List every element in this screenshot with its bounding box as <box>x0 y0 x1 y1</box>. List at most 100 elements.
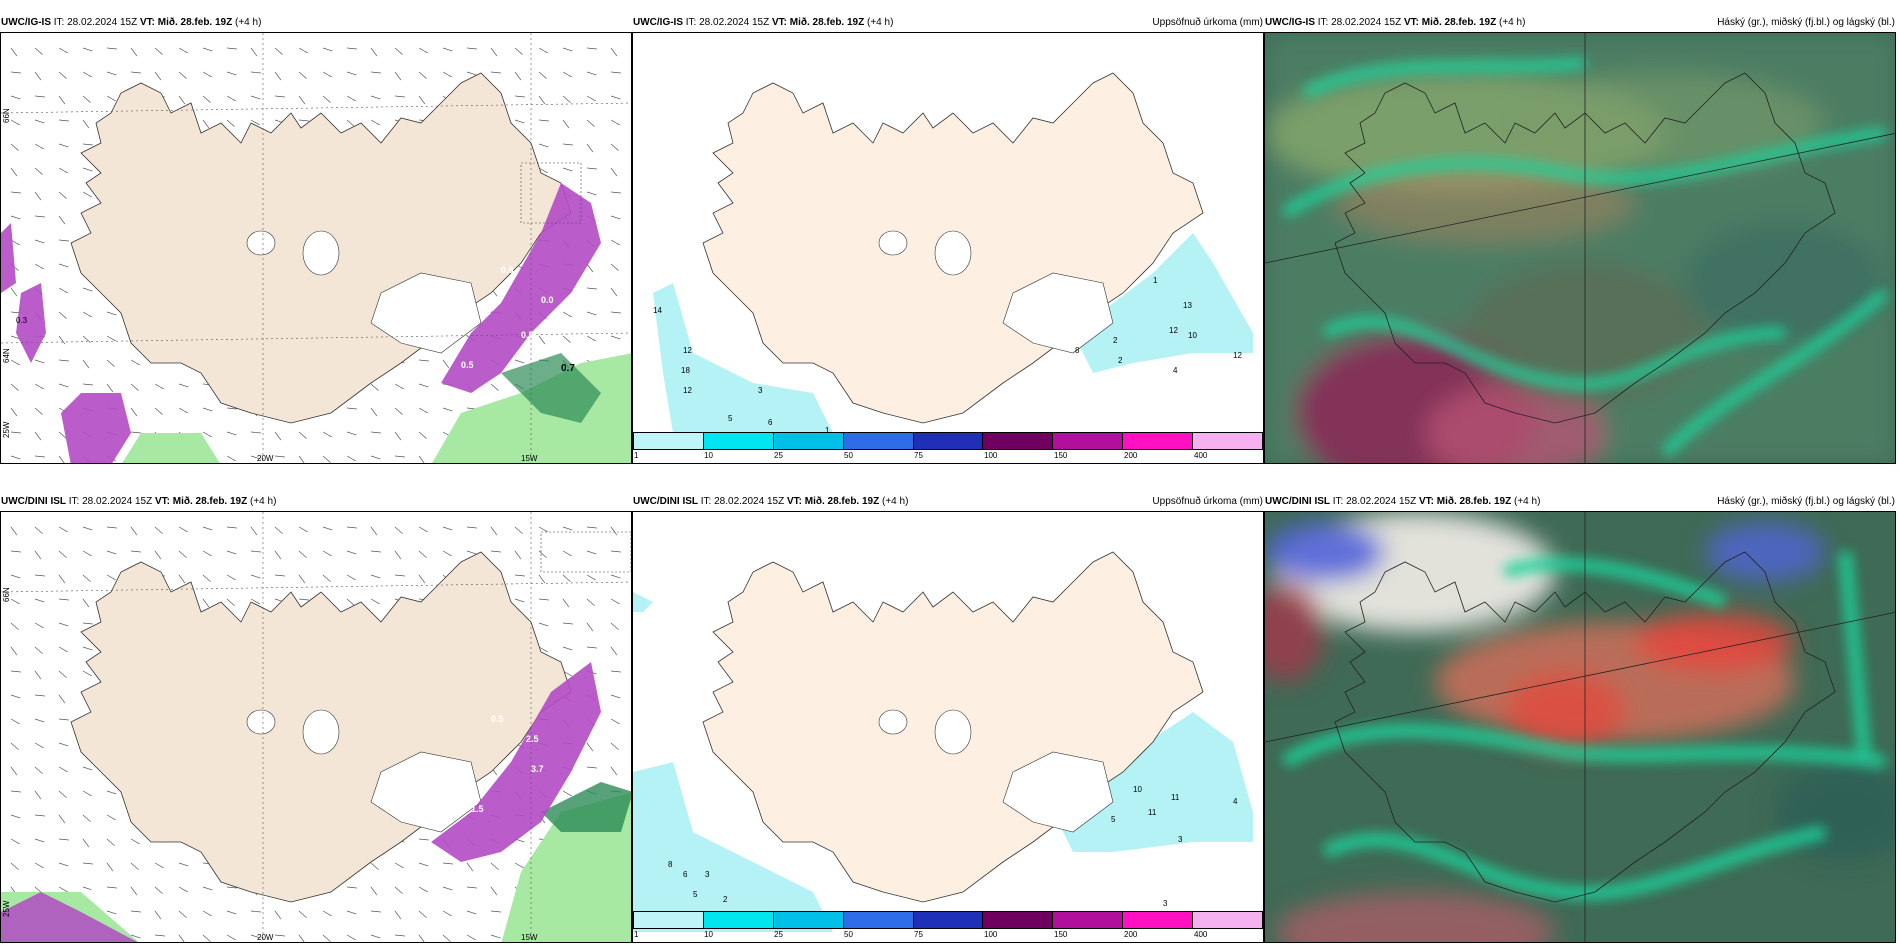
wind-barb <box>538 95 546 105</box>
wind-barb <box>58 263 69 268</box>
wind-barb <box>610 622 619 630</box>
wind-barb <box>58 311 67 319</box>
colorbar-segment <box>983 433 1054 449</box>
precip-value: 1 <box>1153 276 1158 285</box>
wind-barb <box>10 47 18 57</box>
wind-barb <box>442 886 453 891</box>
wind-barb <box>82 359 90 369</box>
wind-map-svg: 20W 15W 66N 25W 3.7 2.5 0.5 1.5 0.3 0.7 <box>1 512 631 942</box>
wind-barb <box>538 47 548 54</box>
wind-barb <box>34 143 44 150</box>
title-bottom-precip: Uppsöfnuð úrkoma (mm) <box>1152 496 1263 507</box>
wind-barb <box>202 95 211 103</box>
map-top-wind[interactable]: 20W 15W 66N 64N 25W 0.7 0.5 0.0 0.8 0.5 … <box>0 32 632 464</box>
wind-barb <box>370 886 378 896</box>
model-name: UWC/DINI ISL <box>1265 496 1330 507</box>
wind-barb <box>58 742 69 747</box>
lon-label-20w: 20W <box>257 933 274 942</box>
wind-barb <box>586 311 597 316</box>
lat-line <box>1 332 631 344</box>
wind-barb <box>490 862 499 870</box>
wind-barb <box>418 95 426 105</box>
wind-barb <box>370 431 381 434</box>
wind-barb <box>130 886 138 896</box>
lead-time: (+4 h) <box>235 17 262 28</box>
wind-barb <box>34 47 43 55</box>
precip-value: 13 <box>1183 301 1192 310</box>
wind-barb <box>58 47 68 54</box>
snow-area-4 <box>1 223 16 293</box>
wind-barb <box>394 862 404 869</box>
wind-barb <box>418 455 425 463</box>
wind-barb <box>10 71 21 74</box>
valid-time: VT: Mið. 28.feb. 19Z <box>786 496 880 507</box>
wind-barb <box>34 574 45 577</box>
colorbar-segment <box>634 433 704 449</box>
wind-barb <box>10 526 18 536</box>
map-bottom-precip[interactable]: 863521210114115331 <box>632 511 1264 943</box>
wind-barb <box>586 143 594 153</box>
wind-barb <box>346 934 356 941</box>
wind-barb <box>106 886 117 889</box>
wind-barb <box>250 574 261 579</box>
wind-barb <box>442 550 452 557</box>
precip-value: 5 <box>693 890 698 899</box>
wind-barb <box>610 766 618 776</box>
wind-barb <box>586 263 594 273</box>
wind-barb <box>130 910 141 913</box>
wind-barb <box>322 95 331 103</box>
wind-barb <box>538 550 547 558</box>
map-bottom-wind[interactable]: 20W 15W 66N 25W 3.7 2.5 0.5 1.5 0.3 0.7 <box>0 511 632 943</box>
wind-barb <box>10 742 19 750</box>
wind-barb <box>346 886 357 889</box>
wind-barb <box>610 598 620 605</box>
colorbar-ticks-bottom: 1 10 25 50 75 100 150 200 400 <box>633 930 1263 942</box>
wind-barb <box>538 646 548 653</box>
colorbar-bottom <box>633 911 1263 929</box>
wind-barb <box>34 455 45 458</box>
lat-line <box>1 581 631 593</box>
wind-barb <box>82 526 93 531</box>
wind-barb <box>298 47 308 54</box>
wind-barb <box>418 934 425 942</box>
lead-time: (+4 h) <box>1499 17 1526 28</box>
wind-barb <box>58 215 66 225</box>
wind-barb <box>154 71 162 81</box>
map-top-cloud[interactable] <box>1264 32 1896 464</box>
wind-barb <box>370 526 378 536</box>
wind-barb <box>610 263 619 271</box>
wind-barb <box>610 119 620 126</box>
wind-barb <box>106 862 114 872</box>
wind-barb <box>562 790 572 797</box>
wind-barb <box>34 215 45 218</box>
valid-time: VT: Mið. 28.feb. 19Z <box>1403 17 1497 28</box>
wind-barb <box>34 263 44 270</box>
wind-barb <box>82 119 90 129</box>
precip-value: 8 <box>1075 346 1080 355</box>
wind-barb <box>106 71 117 76</box>
wind-barb <box>394 383 404 390</box>
lon-label-20w: 20W <box>257 454 274 463</box>
wind-barb <box>466 910 477 915</box>
wind-barb <box>442 526 453 531</box>
map-top-precip[interactable]: 14 12 18 12 3 5 6 1 13 12 10 12 2 2 8 4 1 <box>632 32 1264 464</box>
wind-barb <box>322 910 332 917</box>
wind-barb <box>154 383 164 390</box>
precip-area <box>1053 712 1253 852</box>
wind-barb <box>82 838 90 848</box>
precip-value: 2 <box>1118 356 1123 365</box>
header-top-precip: UWC/IG-IS IT: 28.02.2024 15Z VT: Mið. 28… <box>633 15 893 31</box>
wind-barb <box>274 47 283 55</box>
colorbar-segment <box>1123 912 1194 928</box>
wind-barb <box>370 574 381 579</box>
map-bottom-cloud[interactable] <box>1264 511 1896 943</box>
colorbar-segment <box>634 912 704 928</box>
wind-barb <box>562 335 571 343</box>
wind-barb <box>154 862 164 869</box>
wind-barb <box>82 143 93 146</box>
colorbar-tick: 50 <box>844 451 853 460</box>
wind-barb <box>466 71 477 76</box>
wind-barb <box>202 598 210 608</box>
wind-barb <box>610 574 621 579</box>
glacier <box>878 230 908 256</box>
